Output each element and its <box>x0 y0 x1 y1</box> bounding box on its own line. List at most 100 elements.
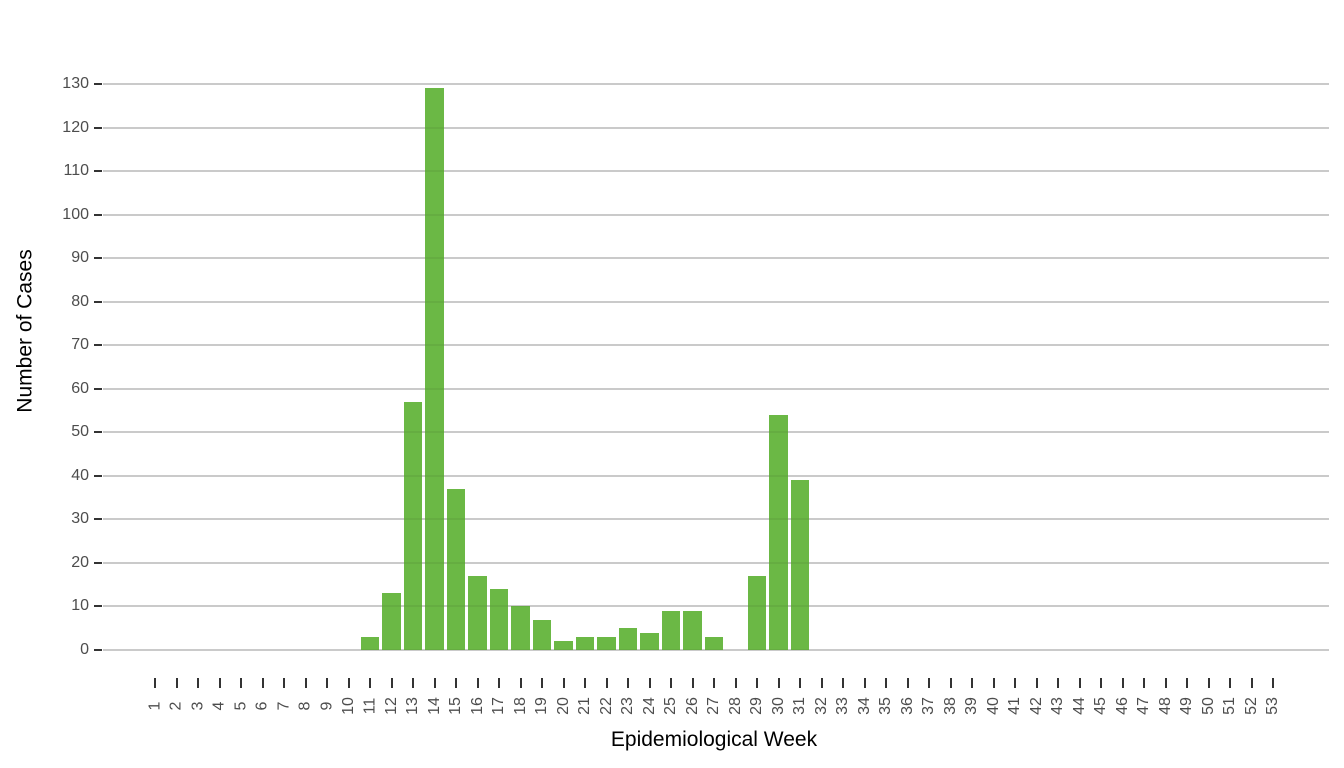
x-axis-tick <box>777 678 780 688</box>
x-axis-tick <box>218 678 221 688</box>
y-tick-label: 120 <box>62 118 89 136</box>
x-axis-tick <box>455 678 457 688</box>
x-axis-tick <box>1100 678 1102 688</box>
bar-week-12 <box>382 593 401 650</box>
gridline-overlay <box>103 257 1329 260</box>
gridline-overlay <box>103 518 1329 521</box>
x-axis-tick <box>627 678 629 688</box>
y-tick-label: 50 <box>71 423 89 441</box>
x-axis-tick <box>1057 678 1059 688</box>
x-axis-tick <box>1078 678 1081 688</box>
x-axis-tick <box>648 678 651 688</box>
x-axis-tick <box>820 678 823 688</box>
y-tick-label: 60 <box>71 379 89 397</box>
gridline <box>103 561 1329 564</box>
gridline-overlay <box>103 561 1329 564</box>
bar-week-15 <box>446 488 466 650</box>
bar-week-31 <box>790 480 810 650</box>
x-axis-tick <box>949 678 952 688</box>
x-axis-tick <box>1229 678 1231 688</box>
y-tick-label: 130 <box>62 75 89 92</box>
bar-week-19 <box>532 619 552 650</box>
x-axis-tick <box>691 678 694 688</box>
x-axis-tick <box>261 678 264 688</box>
x-axis-tick <box>541 678 543 688</box>
y-axis-tick <box>94 605 102 608</box>
y-axis-tick <box>94 431 102 434</box>
x-axis-tick <box>1143 678 1145 688</box>
gridline <box>103 213 1329 216</box>
y-tick-label: 40 <box>71 466 89 484</box>
bar-week-22 <box>597 636 616 650</box>
y-tick-label: 80 <box>71 292 89 310</box>
gridline <box>103 605 1329 608</box>
x-axis-tick <box>154 678 156 688</box>
x-axis-tick <box>476 678 479 688</box>
bar-week-17 <box>489 589 509 650</box>
x-axis-tick <box>1207 678 1210 688</box>
x-axis-tick <box>799 678 801 688</box>
x-axis-tick <box>1164 678 1167 688</box>
y-tick-label: 110 <box>63 162 89 180</box>
x-axis-tick <box>906 678 909 688</box>
x-axis-tick <box>992 678 995 688</box>
gridline <box>103 387 1329 390</box>
gridline-overlay <box>103 387 1329 390</box>
gridline <box>103 518 1329 521</box>
x-axis-tick <box>1272 678 1274 688</box>
x-axis-title: Epidemiological Week <box>514 726 914 754</box>
gridline <box>103 126 1329 129</box>
y-tick-label: 30 <box>71 510 89 528</box>
x-axis-tick <box>498 678 500 688</box>
x-axis-tick <box>347 678 350 688</box>
x-axis-tick <box>1250 678 1253 688</box>
x-axis-tick <box>971 678 973 688</box>
gridline-overlay <box>103 83 1329 85</box>
gridline-overlay <box>103 474 1329 477</box>
x-axis-tick <box>584 678 586 688</box>
bar-week-26 <box>683 610 702 650</box>
gridline <box>103 170 1329 173</box>
bar-week-24 <box>640 632 659 650</box>
bar-week-20 <box>554 641 573 650</box>
x-axis-tick <box>562 678 565 688</box>
bar-week-13 <box>403 401 423 650</box>
y-tick-label: 0 <box>80 641 89 658</box>
gridline-overlay <box>103 344 1329 347</box>
y-axis-tick <box>94 387 102 390</box>
gridline <box>103 83 1329 85</box>
gridline <box>103 257 1329 260</box>
x-axis-tick <box>326 678 328 688</box>
x-axis-tick <box>433 678 436 688</box>
y-axis-tick <box>94 649 102 651</box>
x-axis-tick <box>197 678 199 688</box>
x-axis-tick <box>885 678 887 688</box>
y-axis-tick <box>94 344 102 347</box>
y-axis-tick <box>94 474 102 477</box>
x-tick-label: 53 <box>1253 696 1293 716</box>
x-axis-tick <box>390 678 393 688</box>
gridline-overlay <box>103 431 1329 434</box>
x-axis-tick <box>842 678 844 688</box>
y-axis-title-text: Number of Cases <box>14 249 37 413</box>
x-axis-tick <box>734 678 737 688</box>
gridline <box>103 474 1329 477</box>
x-axis-tick <box>175 678 178 688</box>
y-axis-tick <box>94 257 102 260</box>
bar-week-29 <box>747 575 767 650</box>
gridline-overlay <box>103 213 1329 216</box>
bar-week-25 <box>661 610 681 650</box>
x-axis-tick <box>713 678 715 688</box>
y-axis-title: Number of Cases <box>0 231 126 431</box>
x-axis-tick <box>1035 678 1038 688</box>
y-tick-label: 20 <box>71 553 89 571</box>
x-tick-label-text: 53 <box>1263 697 1281 715</box>
bar-week-11 <box>360 636 380 650</box>
y-axis-tick <box>94 518 102 521</box>
gridline-overlay <box>103 170 1329 173</box>
x-axis-tick <box>369 678 371 688</box>
bar-week-21 <box>575 636 595 650</box>
x-axis-title-text: Epidemiological Week <box>610 728 818 751</box>
x-axis-tick <box>605 678 608 688</box>
x-axis-tick <box>670 678 672 688</box>
